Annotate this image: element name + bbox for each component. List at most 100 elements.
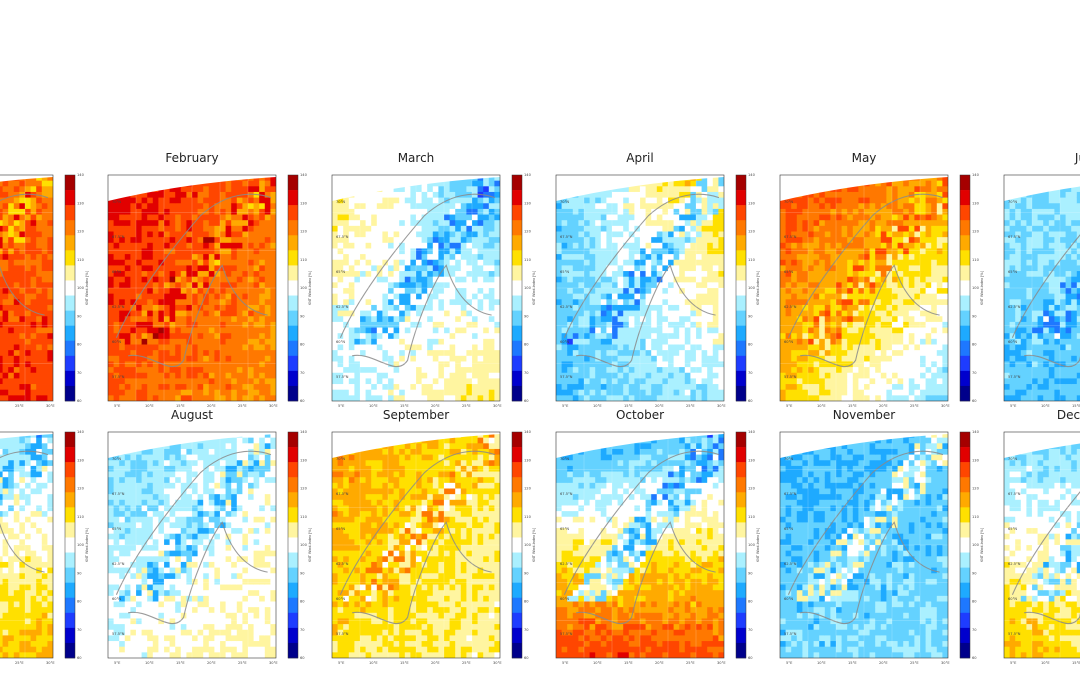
field-cell — [628, 248, 635, 255]
field-cell — [220, 220, 226, 227]
field-cell — [253, 299, 260, 306]
field-cell — [0, 214, 3, 221]
field-cell — [147, 367, 154, 374]
field-cell — [36, 248, 43, 255]
field-cell — [119, 384, 126, 391]
field-cell — [634, 321, 641, 328]
field-cell — [712, 288, 719, 295]
field-cell — [264, 327, 271, 334]
field-cell — [645, 350, 652, 357]
field-cell — [225, 282, 232, 289]
field-cell — [393, 282, 400, 289]
field-cell — [449, 355, 456, 362]
field-cell — [192, 237, 198, 244]
field-cell — [393, 237, 400, 244]
field-cell — [236, 180, 243, 187]
field-cell — [472, 316, 478, 323]
field-cell — [696, 338, 702, 345]
field-cell — [623, 288, 630, 295]
field-cell — [494, 310, 500, 317]
field-cell — [47, 282, 53, 289]
field-cell — [444, 395, 450, 401]
field-cell — [259, 350, 266, 357]
field-cell — [47, 242, 53, 249]
field-cell — [393, 395, 400, 401]
field-cell — [186, 293, 193, 300]
lon-tick-label: 25°E — [686, 404, 695, 408]
field-cell — [236, 304, 243, 311]
field-cell — [472, 276, 478, 283]
field-cell — [679, 231, 686, 238]
field-cell — [438, 350, 445, 357]
field-cell — [147, 327, 154, 334]
field-cell — [684, 321, 691, 328]
field-cell — [584, 191, 590, 198]
field-cell — [628, 220, 635, 227]
field-cell — [494, 293, 500, 300]
field-cell — [19, 259, 26, 266]
field-cell — [270, 355, 276, 362]
field-cell — [130, 372, 137, 379]
colorbar-label: KNT Wind-Index [%] — [308, 270, 312, 305]
field-cell — [231, 321, 238, 328]
field-cell — [130, 327, 137, 334]
field-cell — [466, 293, 473, 300]
field-cell — [701, 344, 708, 351]
field-cell — [147, 225, 154, 232]
field-cell — [119, 237, 126, 244]
field-cell — [696, 321, 702, 328]
field-cell — [332, 254, 338, 261]
field-cell — [242, 271, 249, 278]
field-cell — [444, 310, 450, 317]
field-cell — [147, 208, 154, 215]
field-cell — [119, 333, 126, 340]
field-cell — [399, 361, 406, 368]
field-cell — [19, 367, 26, 374]
field-cell — [253, 344, 260, 351]
field-cell — [634, 186, 641, 193]
field-cell — [253, 310, 260, 317]
field-cell — [214, 271, 221, 278]
field-cell — [164, 299, 170, 306]
field-cell — [466, 395, 473, 401]
field-cell — [690, 316, 697, 323]
field-cell — [572, 276, 579, 283]
field-cell — [651, 361, 658, 368]
field-cell — [236, 242, 243, 249]
field-cell — [203, 242, 210, 249]
field-cell — [220, 395, 226, 401]
field-cell — [449, 203, 456, 210]
field-cell — [684, 316, 691, 323]
field-cell — [259, 197, 266, 204]
field-cell — [197, 225, 204, 232]
field-cell — [175, 231, 182, 238]
field-cell — [656, 304, 663, 311]
field-cell — [656, 271, 663, 278]
field-cell — [393, 372, 400, 379]
field-cell — [13, 271, 20, 278]
field-cell — [164, 203, 170, 210]
field-cell — [444, 191, 450, 198]
field-cell — [220, 288, 226, 295]
field-cell — [175, 321, 182, 328]
field-cell — [606, 265, 613, 272]
field-cell — [25, 276, 31, 283]
field-cell — [567, 327, 574, 334]
field-cell — [214, 344, 221, 351]
colorbar-tick-label: 100 — [77, 286, 85, 290]
field-cell — [612, 355, 618, 362]
field-cell — [253, 276, 260, 283]
field-cell — [712, 242, 719, 249]
field-cell — [203, 208, 210, 215]
field-cell — [488, 389, 495, 396]
field-cell — [388, 395, 394, 401]
field-cell — [248, 254, 254, 261]
field-cell — [393, 265, 400, 272]
field-cell — [600, 248, 607, 255]
field-cell — [186, 265, 193, 272]
field-cell — [561, 361, 568, 368]
field-cell — [388, 271, 394, 278]
field-cell — [696, 231, 702, 238]
field-cell — [707, 231, 714, 238]
field-cell — [617, 316, 624, 323]
